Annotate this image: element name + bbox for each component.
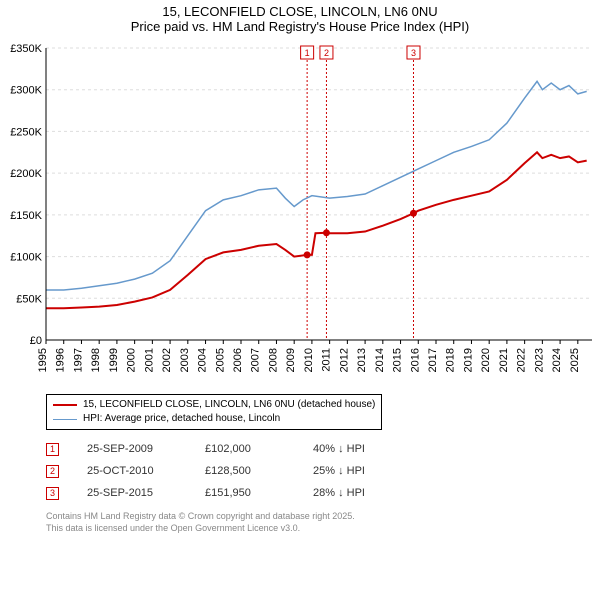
sale-marker-icon: 1 <box>46 443 59 456</box>
svg-text:1996: 1996 <box>55 348 67 372</box>
sale-price: £102,000 <box>205 443 285 455</box>
svg-text:1999: 1999 <box>108 348 120 372</box>
svg-text:2018: 2018 <box>445 348 457 372</box>
chart-container: 15, LECONFIELD CLOSE, LINCOLN, LN6 0NU P… <box>0 0 600 590</box>
svg-text:3: 3 <box>411 48 416 58</box>
chart-area: £0 £50K £100K £150K £200K £250K £300K £350K 1995… <box>0 36 600 388</box>
sales-table: 1 25-SEP-2009 £102,000 40% ↓ HPI 2 25-OC… <box>46 438 600 504</box>
svg-text:2009: 2009 <box>285 348 297 372</box>
svg-text:2013: 2013 <box>356 348 368 372</box>
svg-text:£50K: £50K <box>16 293 42 305</box>
svg-text:1998: 1998 <box>90 348 102 372</box>
svg-text:2005: 2005 <box>214 348 226 372</box>
svg-text:£150K: £150K <box>10 210 42 222</box>
title-subtitle: Price paid vs. HM Land Registry's House … <box>0 19 600 34</box>
svg-text:£200K: £200K <box>10 168 42 180</box>
legend-item: HPI: Average price, detached house, Linc… <box>53 412 375 426</box>
sale-hpi: 25% ↓ HPI <box>313 465 403 477</box>
svg-text:1: 1 <box>305 48 310 58</box>
svg-text:2: 2 <box>324 48 329 58</box>
svg-text:2008: 2008 <box>267 348 279 372</box>
svg-text:2004: 2004 <box>197 348 209 372</box>
svg-text:£100K: £100K <box>10 252 42 264</box>
sale-hpi: 40% ↓ HPI <box>313 443 403 455</box>
chart-svg: £0 £50K £100K £150K £200K £250K £300K £350K 1995… <box>0 36 600 388</box>
svg-text:2007: 2007 <box>250 348 262 372</box>
sale-hpi: 28% ↓ HPI <box>313 487 403 499</box>
svg-text:2021: 2021 <box>498 348 510 372</box>
svg-text:2002: 2002 <box>161 348 173 372</box>
footer: Contains HM Land Registry data © Crown c… <box>46 510 600 534</box>
svg-text:2025: 2025 <box>569 348 581 372</box>
svg-text:2003: 2003 <box>179 348 191 372</box>
title-block: 15, LECONFIELD CLOSE, LINCOLN, LN6 0NU P… <box>0 0 600 36</box>
footer-line1: Contains HM Land Registry data © Crown c… <box>46 510 600 522</box>
sale-row: 1 25-SEP-2009 £102,000 40% ↓ HPI <box>46 438 600 460</box>
legend-swatch <box>53 404 77 406</box>
svg-text:£250K: £250K <box>10 126 42 138</box>
svg-text:2020: 2020 <box>480 348 492 372</box>
svg-text:2014: 2014 <box>374 348 386 372</box>
legend-label: HPI: Average price, detached house, Linc… <box>83 412 280 426</box>
legend-swatch <box>53 419 77 420</box>
svg-text:2000: 2000 <box>126 348 138 372</box>
svg-text:2016: 2016 <box>409 348 421 372</box>
svg-text:£350K: £350K <box>10 43 42 55</box>
svg-text:2001: 2001 <box>143 348 155 372</box>
svg-text:1997: 1997 <box>72 348 84 372</box>
svg-text:2019: 2019 <box>462 348 474 372</box>
sale-date: 25-SEP-2009 <box>87 443 177 455</box>
svg-text:2022: 2022 <box>516 348 528 372</box>
legend-label: 15, LECONFIELD CLOSE, LINCOLN, LN6 0NU (… <box>83 398 375 412</box>
legend: 15, LECONFIELD CLOSE, LINCOLN, LN6 0NU (… <box>46 394 382 430</box>
sale-price: £151,950 <box>205 487 285 499</box>
svg-text:2023: 2023 <box>533 348 545 372</box>
sale-marker-icon: 2 <box>46 465 59 478</box>
svg-text:2011: 2011 <box>321 348 333 372</box>
sale-row: 3 25-SEP-2015 £151,950 28% ↓ HPI <box>46 482 600 504</box>
sale-marker-icon: 3 <box>46 487 59 500</box>
sale-date: 25-OCT-2010 <box>87 465 177 477</box>
svg-text:2010: 2010 <box>303 348 315 372</box>
sale-date: 25-SEP-2015 <box>87 487 177 499</box>
sale-row: 2 25-OCT-2010 £128,500 25% ↓ HPI <box>46 460 600 482</box>
legend-item: 15, LECONFIELD CLOSE, LINCOLN, LN6 0NU (… <box>53 398 375 412</box>
svg-text:2015: 2015 <box>392 348 404 372</box>
title-address: 15, LECONFIELD CLOSE, LINCOLN, LN6 0NU <box>0 4 600 19</box>
svg-text:2024: 2024 <box>551 348 563 372</box>
svg-text:2006: 2006 <box>232 348 244 372</box>
sale-price: £128,500 <box>205 465 285 477</box>
svg-text:2012: 2012 <box>338 348 350 372</box>
svg-text:2017: 2017 <box>427 348 439 372</box>
svg-text:1995: 1995 <box>37 348 49 372</box>
svg-text:£300K: £300K <box>10 85 42 97</box>
svg-text:£0: £0 <box>30 335 42 347</box>
footer-line2: This data is licensed under the Open Gov… <box>46 522 600 534</box>
